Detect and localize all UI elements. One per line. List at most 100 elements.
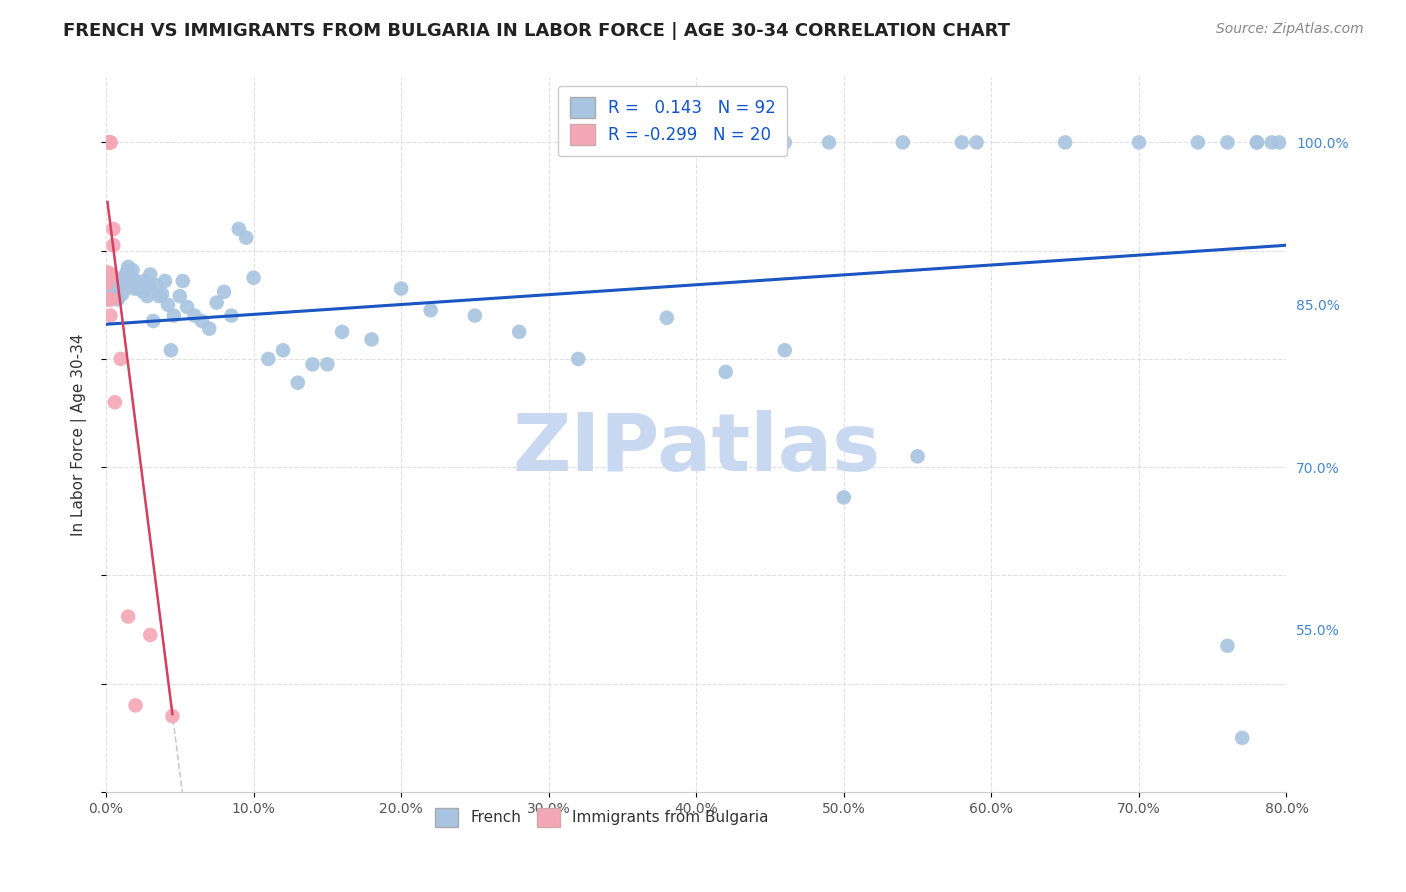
Point — [139, 628, 162, 642]
Point — [205, 295, 228, 310]
Point — [97, 136, 120, 150]
Point — [172, 274, 194, 288]
Point — [134, 274, 156, 288]
Point — [145, 278, 167, 293]
Point — [464, 309, 486, 323]
Point — [966, 136, 988, 150]
Point — [111, 274, 134, 288]
Point — [104, 278, 127, 293]
Point — [212, 285, 235, 299]
Point — [818, 136, 841, 150]
Point — [142, 314, 165, 328]
Point — [228, 222, 250, 236]
Point — [1216, 639, 1239, 653]
Point — [907, 450, 929, 464]
Point — [97, 270, 120, 285]
Point — [117, 260, 139, 274]
Point — [198, 321, 221, 335]
Point — [100, 287, 122, 301]
Point — [105, 289, 128, 303]
Point — [235, 230, 257, 244]
Point — [108, 289, 131, 303]
Point — [107, 287, 129, 301]
Point — [104, 395, 127, 409]
Point — [101, 281, 124, 295]
Legend: French, Immigrants from Bulgaria: French, Immigrants from Bulgaria — [427, 800, 776, 834]
Point — [103, 287, 125, 301]
Point — [124, 274, 146, 288]
Point — [97, 293, 120, 307]
Point — [160, 343, 183, 358]
Text: FRENCH VS IMMIGRANTS FROM BULGARIA IN LABOR FORCE | AGE 30-34 CORRELATION CHART: FRENCH VS IMMIGRANTS FROM BULGARIA IN LA… — [63, 22, 1011, 40]
Point — [132, 285, 155, 299]
Point — [97, 136, 120, 150]
Point — [118, 268, 141, 282]
Point — [1187, 136, 1209, 150]
Point — [191, 314, 214, 328]
Point — [96, 265, 118, 279]
Point — [104, 287, 127, 301]
Text: Source: ZipAtlas.com: Source: ZipAtlas.com — [1216, 22, 1364, 37]
Point — [950, 136, 973, 150]
Point — [419, 303, 441, 318]
Point — [773, 136, 796, 150]
Point — [139, 268, 162, 282]
Point — [1232, 731, 1254, 745]
Point — [163, 309, 186, 323]
Point — [138, 278, 160, 293]
Point — [176, 300, 198, 314]
Point — [316, 357, 339, 371]
Point — [129, 278, 152, 293]
Point — [100, 136, 122, 150]
Point — [103, 222, 125, 236]
Point — [1260, 136, 1282, 150]
Point — [120, 270, 142, 285]
Point — [169, 289, 191, 303]
Point — [150, 287, 173, 301]
Point — [105, 281, 128, 295]
Point — [101, 268, 124, 282]
Point — [567, 351, 589, 366]
Point — [101, 293, 124, 307]
Point — [110, 351, 132, 366]
Point — [360, 333, 382, 347]
Point — [101, 276, 124, 290]
Point — [655, 310, 678, 325]
Point — [121, 263, 143, 277]
Point — [153, 274, 176, 288]
Point — [389, 281, 412, 295]
Point — [117, 609, 139, 624]
Text: ZIPatlas: ZIPatlas — [512, 410, 880, 488]
Point — [773, 343, 796, 358]
Point — [832, 491, 855, 505]
Point — [112, 281, 135, 295]
Point — [127, 281, 149, 295]
Point — [107, 293, 129, 307]
Point — [96, 276, 118, 290]
Point — [103, 238, 125, 252]
Point — [301, 357, 323, 371]
Point — [103, 270, 125, 285]
Point — [714, 365, 737, 379]
Point — [112, 270, 135, 285]
Point — [156, 298, 179, 312]
Point — [107, 281, 129, 295]
Point — [1246, 136, 1268, 150]
Point — [104, 281, 127, 295]
Point — [97, 293, 120, 307]
Point — [891, 136, 914, 150]
Point — [183, 309, 205, 323]
Point — [221, 309, 243, 323]
Point — [110, 285, 132, 299]
Point — [114, 274, 136, 288]
Point — [162, 709, 184, 723]
Point — [110, 281, 132, 295]
Point — [1246, 136, 1268, 150]
Point — [115, 265, 138, 279]
Point — [105, 285, 128, 299]
Point — [242, 270, 264, 285]
Point — [1128, 136, 1150, 150]
Point — [111, 287, 134, 301]
Point — [330, 325, 353, 339]
Point — [508, 325, 530, 339]
